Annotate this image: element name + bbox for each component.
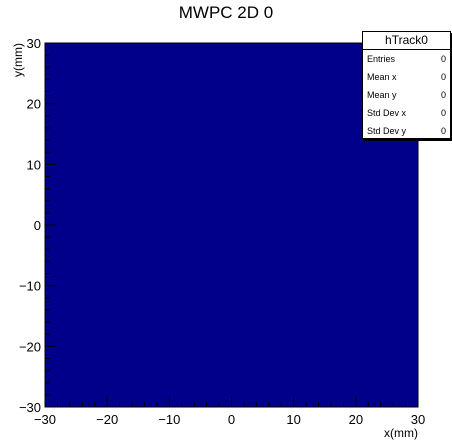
y-tick-label: −20 — [19, 339, 41, 354]
y-tick-label: 10 — [27, 157, 41, 172]
stats-value: 0 — [440, 54, 446, 64]
stats-label: Std Dev y — [367, 126, 407, 136]
stats-row-mean-y: Mean y 0 — [363, 86, 450, 104]
stats-label: Entries — [367, 54, 396, 64]
x-tick-label: 30 — [411, 412, 425, 427]
stats-row-std-dev-x: Std Dev x 0 — [363, 104, 450, 122]
stats-box-name: hTrack0 — [363, 32, 450, 50]
stats-label: Mean y — [367, 90, 397, 100]
stats-value: 0 — [440, 108, 446, 118]
x-axis-label: x(mm) — [384, 426, 418, 440]
y-axis-label: y(mm) — [11, 43, 25, 77]
x-tick-label: 20 — [349, 412, 363, 427]
x-tick-label: 10 — [286, 412, 300, 427]
x-tick-label: −10 — [158, 412, 180, 427]
stats-value: 0 — [440, 126, 446, 136]
stats-row-mean-x: Mean x 0 — [363, 68, 450, 86]
stats-row-entries: Entries 0 — [363, 50, 450, 68]
stats-value: 0 — [440, 72, 446, 82]
x-tick-label: 0 — [228, 412, 235, 427]
stats-row-std-dev-y: Std Dev y 0 — [363, 122, 450, 140]
x-tick-label: −20 — [96, 412, 118, 427]
stats-value: 0 — [440, 90, 446, 100]
stats-box: hTrack0 Entries 0 Mean x 0 Mean y 0 Std … — [362, 31, 451, 139]
stats-label: Std Dev x — [367, 108, 407, 118]
chart-title: MWPC 2D 0 — [178, 3, 274, 22]
y-tick-label: 20 — [27, 97, 41, 112]
y-tick-label: 0 — [34, 218, 41, 233]
y-tick-label: −30 — [19, 400, 41, 415]
y-tick-label: 30 — [27, 36, 41, 51]
y-tick-label: −10 — [19, 279, 41, 294]
histogram-fill — [45, 43, 418, 407]
x-tick-label: −30 — [34, 412, 56, 427]
stats-label: Mean x — [367, 72, 397, 82]
